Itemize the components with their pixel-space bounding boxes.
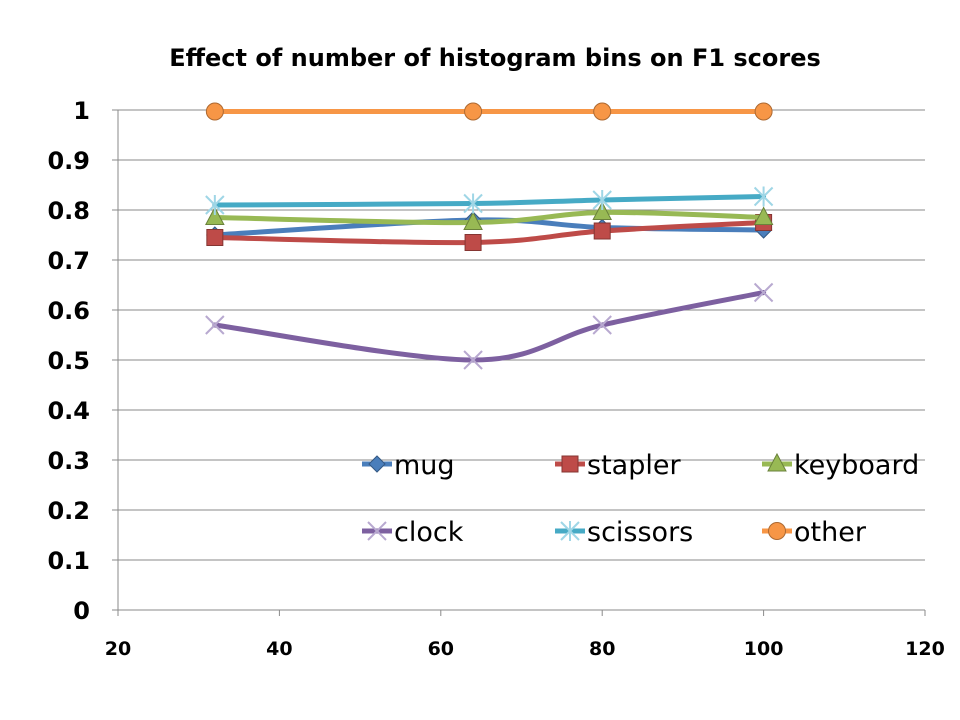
data-point-stapler — [593, 222, 611, 240]
data-point-other — [464, 102, 483, 121]
series-other — [205, 102, 773, 121]
x-tick-label: 120 — [905, 638, 945, 660]
legend: mug stapler keyboard clock scissors other — [362, 450, 919, 548]
data-point-stapler — [206, 229, 224, 246]
marker-stroke — [463, 350, 483, 370]
y-tick-label: 0.1 — [47, 547, 90, 575]
y-tick-label: 0.9 — [47, 147, 90, 175]
legend-label: scissors — [587, 517, 693, 548]
series-line-scissors — [212, 194, 767, 208]
data-point-scissors — [463, 193, 483, 214]
legend-label: clock — [394, 517, 464, 548]
legend-item-keyboard: keyboard — [762, 450, 919, 481]
marker-stroke — [205, 315, 225, 335]
legend-label: keyboard — [794, 450, 919, 481]
x-tick-label: 20 — [105, 638, 131, 660]
data-point-other — [205, 102, 224, 121]
data-point-clock — [592, 315, 612, 335]
data-point-keyboard — [753, 206, 774, 225]
chart-title: Effect of number of histogram bins on F1… — [169, 44, 821, 72]
data-point-clock — [753, 282, 774, 303]
legend-label: mug — [394, 450, 455, 481]
legend-label: other — [794, 517, 867, 548]
y-tick-label: 1 — [73, 97, 90, 125]
legend-label: stapler — [587, 450, 681, 481]
series-keyboard — [205, 201, 774, 230]
legend-item-stapler: stapler — [555, 450, 681, 481]
legend-marker — [560, 521, 580, 541]
y-tick-label: 0.4 — [47, 397, 90, 425]
series-line-keyboard — [212, 209, 767, 226]
y-tick-label: 0.7 — [47, 247, 90, 275]
x-tick-label: 40 — [266, 638, 292, 660]
data-point-clock — [205, 315, 225, 335]
marker-stroke — [753, 282, 774, 303]
data-point-scissors — [205, 195, 225, 215]
data-point-stapler — [464, 234, 482, 251]
series-line-clock — [212, 290, 767, 363]
data-point-keyboard — [205, 206, 225, 225]
series-group — [205, 102, 774, 370]
series-clock — [205, 282, 774, 370]
x-tick-label: 60 — [428, 638, 454, 660]
y-tick-label: 0 — [73, 597, 90, 625]
y-tick-label: 0.3 — [47, 447, 90, 475]
legend-item-clock: clock — [362, 517, 464, 548]
x-tick-label: 80 — [589, 638, 615, 660]
y-tick-label: 0.8 — [47, 197, 90, 225]
data-point-scissors — [753, 186, 774, 207]
y-tick-label: 0.6 — [47, 297, 90, 325]
series-stapler — [206, 214, 773, 251]
legend-item-mug: mug — [362, 450, 455, 481]
x-tick-label: 100 — [744, 638, 784, 660]
data-point-other — [754, 102, 773, 121]
legend-marker — [561, 455, 579, 473]
gridlines — [118, 109, 925, 561]
marker-stroke — [367, 521, 387, 541]
series-line-stapler — [212, 220, 767, 246]
y-tick-label: 0.5 — [47, 347, 90, 375]
legend-marker — [767, 452, 787, 472]
series-scissors — [205, 186, 774, 215]
marker-stroke — [592, 315, 612, 335]
data-point-other — [593, 102, 612, 121]
legend-item-scissors: scissors — [555, 517, 693, 548]
legend-marker — [768, 522, 786, 540]
data-point-keyboard — [463, 211, 483, 230]
data-point-keyboard — [592, 201, 613, 220]
data-point-scissors — [592, 190, 612, 210]
legend-marker — [367, 521, 387, 541]
y-tick-label: 0.2 — [47, 497, 90, 525]
data-point-clock — [463, 350, 483, 370]
legend-item-other: other — [762, 517, 867, 548]
legend-marker — [368, 455, 386, 473]
